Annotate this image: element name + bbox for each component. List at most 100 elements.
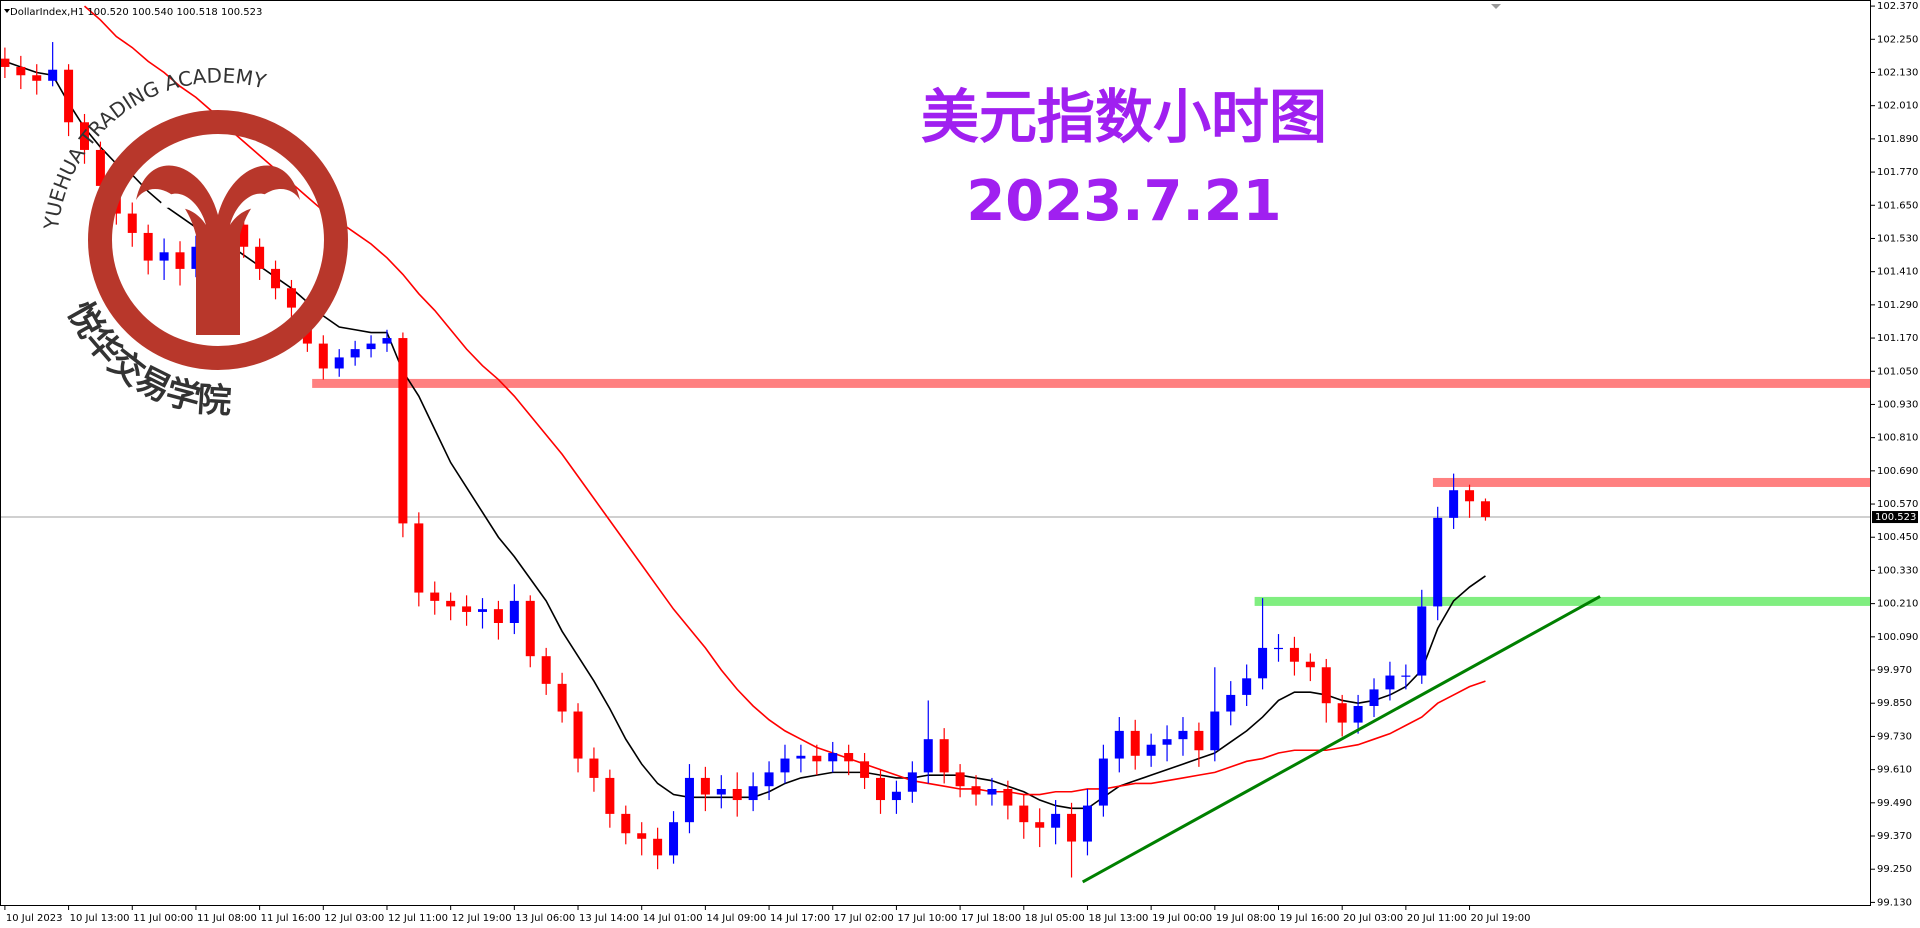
level-zone [1432, 477, 1871, 487]
plot-border [0, 0, 1871, 906]
x-tick-label: 11 Jul 16:00 [261, 913, 321, 924]
candle-body [1242, 678, 1252, 695]
y-tick-label: 99.490 [1877, 798, 1912, 809]
trendline [1081, 595, 1601, 884]
candle-body [939, 739, 949, 773]
level-zone [1254, 596, 1871, 606]
x-tick-label: 12 Jul 11:00 [388, 913, 448, 924]
level-zone [312, 378, 1871, 388]
y-tick-label: 100.450 [1877, 532, 1918, 543]
x-tick-label: 18 Jul 13:00 [1088, 913, 1148, 924]
candle-body [414, 523, 424, 593]
candle-body [462, 606, 472, 612]
candle-body [0, 58, 10, 67]
y-tick-label: 100.090 [1877, 632, 1918, 643]
candle-body [1480, 501, 1490, 518]
candle-body [366, 343, 376, 350]
candle-body [1178, 730, 1188, 740]
candle-body [1289, 647, 1299, 662]
plot-area [0, 5, 1871, 884]
candle-body [446, 600, 456, 607]
last-price-label: 100.523 [1875, 512, 1916, 523]
y-tick-label: 100.210 [1877, 599, 1918, 610]
candle-body [159, 252, 169, 261]
candle-body [653, 838, 663, 856]
moving-average [83, 5, 1486, 796]
y-tick-label: 102.130 [1877, 67, 1918, 78]
header-arrow[interactable] [4, 9, 10, 13]
candle-body [1321, 667, 1331, 704]
y-tick-label: 100.810 [1877, 433, 1918, 444]
y-tick-label: 101.650 [1877, 200, 1918, 211]
x-tick-label: 20 Jul 03:00 [1343, 913, 1403, 924]
candle-body [430, 592, 440, 601]
candle-body [509, 600, 519, 623]
y-tick-label: 99.370 [1877, 831, 1912, 842]
candle-body [1003, 788, 1013, 806]
x-tick-label: 14 Jul 17:00 [770, 913, 830, 924]
y-tick-label: 100.930 [1877, 399, 1918, 410]
candle-body [350, 349, 360, 358]
logo-emblem-cut [158, 193, 278, 225]
candle-body [1146, 744, 1156, 756]
candle-body [143, 232, 153, 261]
y-tick-label: 101.290 [1877, 300, 1918, 311]
candle-body [700, 777, 710, 795]
candle-body [1114, 730, 1124, 759]
y-tick-label: 101.170 [1877, 333, 1918, 344]
candle-body [605, 777, 615, 814]
candle-body [621, 813, 631, 834]
candle-body [318, 343, 328, 369]
candle-body [1035, 822, 1045, 828]
candle-body [732, 788, 742, 801]
candle-body [1162, 739, 1172, 745]
candle-body [255, 246, 265, 269]
scroll-marker [1491, 4, 1501, 9]
candle-body [1449, 490, 1459, 518]
candle-body [844, 753, 854, 762]
candle-body [573, 711, 583, 759]
x-tick-label: 12 Jul 19:00 [452, 913, 512, 924]
candle-body [16, 66, 26, 76]
candle-body [764, 772, 774, 787]
candle-body [191, 246, 201, 269]
x-tick-label: 12 Jul 03:00 [324, 913, 384, 924]
candle-body [907, 772, 917, 792]
candle-body [478, 609, 487, 612]
candle-body [271, 268, 281, 289]
x-tick-label: 14 Jul 01:00 [643, 913, 703, 924]
candle-body [589, 758, 599, 778]
y-tick-label: 102.370 [1877, 1, 1918, 12]
candle-body [398, 338, 408, 524]
candle-body [1353, 705, 1363, 723]
candle-body [860, 761, 870, 778]
x-tick-label: 18 Jul 05:00 [1025, 913, 1085, 924]
x-tick-label: 19 Jul 00:00 [1152, 913, 1212, 924]
candle-body [525, 600, 535, 657]
x-tick-label: 20 Jul 11:00 [1407, 913, 1467, 924]
candle-body [684, 777, 694, 823]
y-tick-label: 101.770 [1877, 167, 1918, 178]
x-tick-label: 20 Jul 19:00 [1471, 913, 1531, 924]
candle-body [955, 772, 965, 787]
candle-body [1098, 758, 1108, 806]
candle-body [1051, 813, 1061, 828]
candle-body [1067, 813, 1077, 842]
candle-body [541, 656, 551, 684]
candle-body [1305, 661, 1315, 668]
x-tick-label: 19 Jul 08:00 [1216, 913, 1276, 924]
candle-body [557, 683, 567, 712]
candle-body [1258, 647, 1268, 679]
y-tick-label: 99.730 [1877, 731, 1912, 742]
last-price-box [1872, 511, 1918, 524]
candle-body [1019, 805, 1029, 823]
x-tick-label: 17 Jul 18:00 [961, 913, 1021, 924]
y-tick-label: 99.250 [1877, 864, 1912, 875]
header-info: DollarIndex,H1 100.520 100.540 100.518 1… [10, 7, 262, 18]
y-tick-label: 99.610 [1877, 765, 1912, 776]
candle-body [987, 788, 997, 795]
candle-body [175, 252, 185, 269]
y-tick-label: 100.330 [1877, 565, 1918, 576]
y-tick-label: 102.010 [1877, 101, 1918, 112]
